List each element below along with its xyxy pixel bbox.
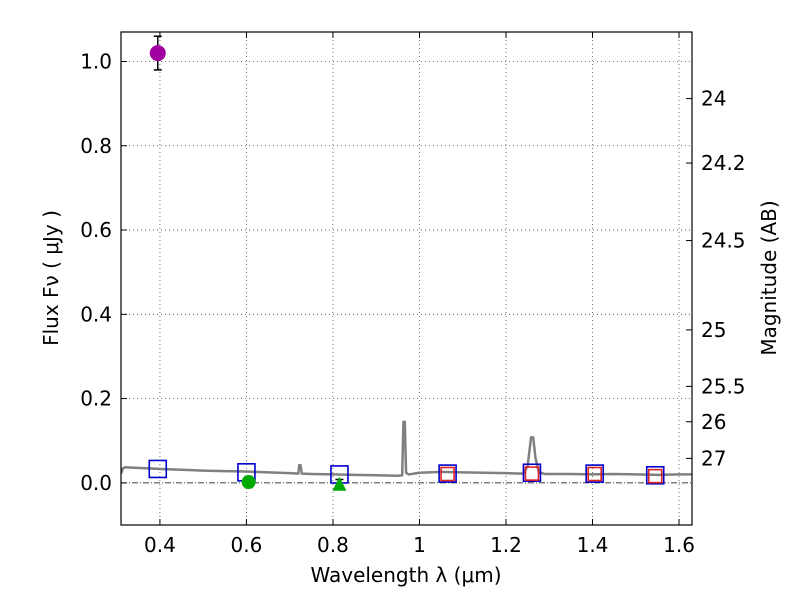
x-tick-label: 1.4 (577, 533, 609, 557)
y2-tick-label: 26 (701, 410, 726, 434)
plot-clip (121, 35, 692, 491)
x-tick-label: 1.6 (663, 533, 695, 557)
triangle-marker (332, 476, 347, 491)
y2-axis-label: Magnitude (AB) (757, 200, 781, 355)
y2-tick-label: 25.5 (701, 374, 746, 398)
square-marker (438, 464, 457, 483)
y-tick-label: 0.6 (80, 218, 112, 242)
y2-tick-label: 27 (701, 446, 726, 470)
circle-marker (241, 475, 256, 490)
y2-tick-label: 24.2 (701, 151, 746, 175)
square-marker (647, 468, 663, 484)
x-tick-label: 1.2 (490, 533, 522, 557)
x-tick-label: 0.8 (317, 533, 349, 557)
square-marker (587, 466, 602, 482)
square-marker (148, 459, 168, 479)
x-axis-label: Wavelength λ (μm) (310, 563, 501, 587)
square-marker (524, 466, 540, 481)
y-tick-label: 0.2 (80, 387, 112, 411)
model-spectrum-line (121, 420, 692, 477)
circle-marker (149, 45, 166, 62)
square-marker (440, 466, 455, 482)
x-tick-label: 1 (413, 533, 426, 557)
x-tick-label: 0.6 (231, 533, 263, 557)
plot-layer (121, 35, 692, 491)
y-tick-label: 0.8 (80, 134, 112, 158)
y2-tick-label: 25 (701, 318, 726, 342)
square-marker (522, 463, 542, 483)
y2-tick-label: 24.5 (701, 229, 746, 253)
y-tick-label: 0.4 (80, 302, 112, 326)
plot-frame (120, 31, 693, 526)
markers (148, 35, 665, 491)
y-tick-label: 0.0 (80, 471, 112, 495)
x-tick-label: 0.4 (144, 533, 176, 557)
square-marker (585, 464, 604, 483)
ticks: 0.4 0.6 0.8 1 1.2 1.4 1.6 0.0 0.2 0.4 0.6 0.8 1.0 24 2… (80, 32, 746, 557)
y-tick-label: 1.0 (80, 49, 112, 73)
y-axis-label: Flux Fν ( μJy ) (39, 210, 63, 346)
y2-tick-label: 24 (701, 87, 726, 111)
square-marker (645, 465, 665, 485)
